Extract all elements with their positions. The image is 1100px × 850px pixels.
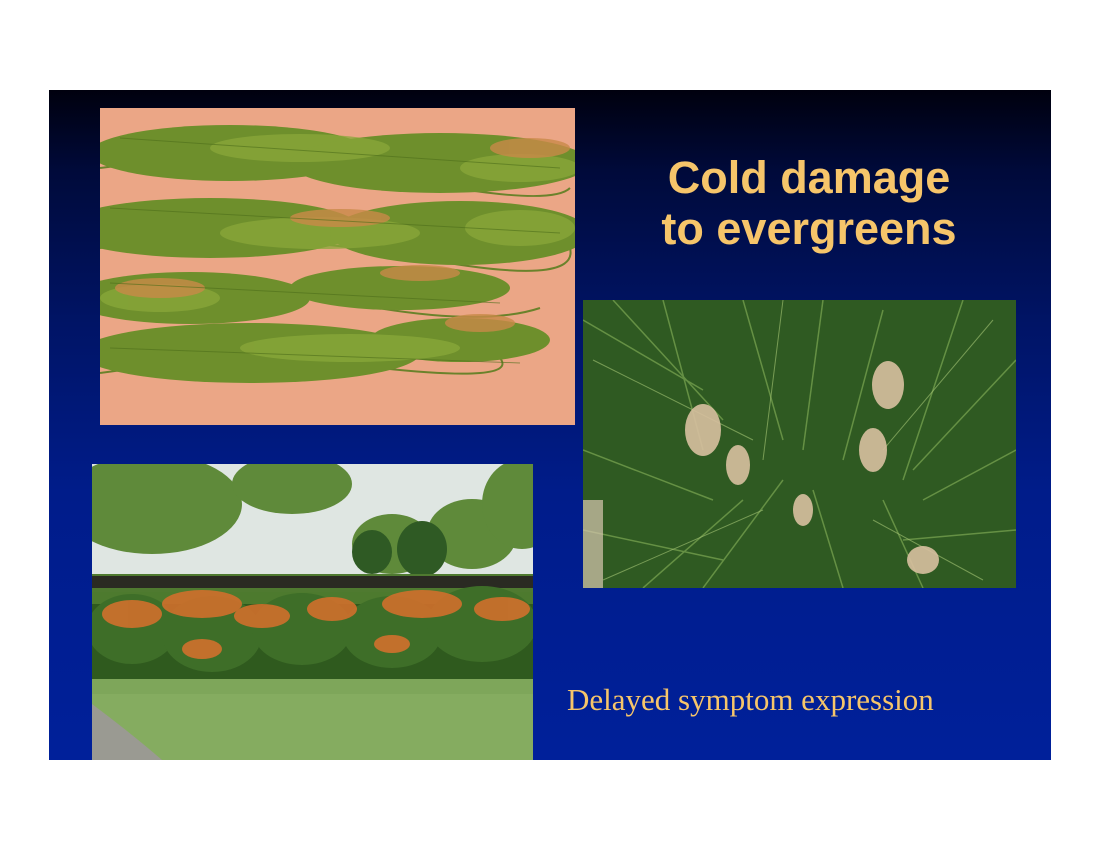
hedge-illustration [92, 464, 533, 760]
pine-branches-on-cloth-photo [100, 108, 575, 425]
pine-needles-illustration [583, 300, 1016, 588]
slide-title-line-2: to evergreens [661, 203, 957, 254]
slide-title-line-1: Cold damage [667, 152, 951, 203]
slide-caption: Delayed symptom expression [567, 682, 934, 717]
pine-branches-illustration [100, 108, 575, 425]
pine-needles-closeup-photo [583, 300, 1016, 588]
slide-title: Cold damage to evergreens [609, 152, 1009, 254]
shrub-hedge-photo [92, 464, 533, 760]
slide: Cold damage to evergreens Delayed sympto… [49, 90, 1051, 760]
